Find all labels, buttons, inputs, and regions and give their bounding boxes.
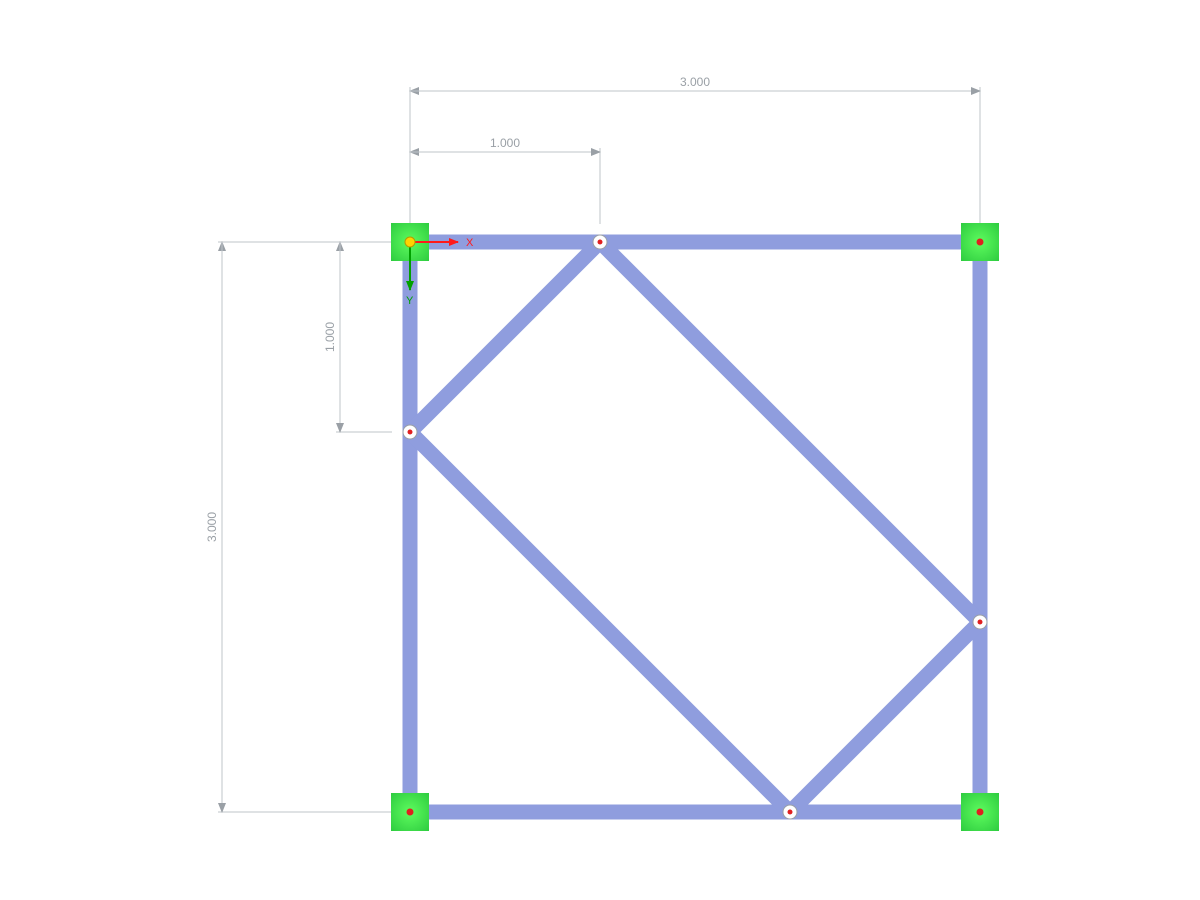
hinge-nodes — [403, 235, 987, 819]
beam — [410, 242, 600, 432]
dimensions: 3.000 1.000 3.000 1.000 — [205, 75, 980, 812]
dim-label: 3.000 — [680, 75, 710, 89]
x-axis-label: X — [466, 237, 474, 249]
beam — [600, 242, 980, 622]
support-node-dot — [977, 809, 984, 816]
dim-label: 1.000 — [323, 322, 337, 352]
support-node-dot — [977, 239, 984, 246]
support-node-dot — [407, 809, 414, 816]
hinge-node-center — [788, 810, 793, 815]
supports — [391, 223, 999, 831]
beam — [410, 432, 790, 812]
dim-label: 1.000 — [490, 136, 520, 150]
y-axis-label: Y — [406, 295, 414, 307]
hinge-node-center — [978, 620, 983, 625]
origin-dot — [405, 237, 415, 247]
hinge-node-center — [408, 430, 413, 435]
beam — [790, 622, 980, 812]
beams — [410, 242, 980, 812]
hinge-node-center — [598, 240, 603, 245]
dim-label: 3.000 — [205, 512, 219, 542]
